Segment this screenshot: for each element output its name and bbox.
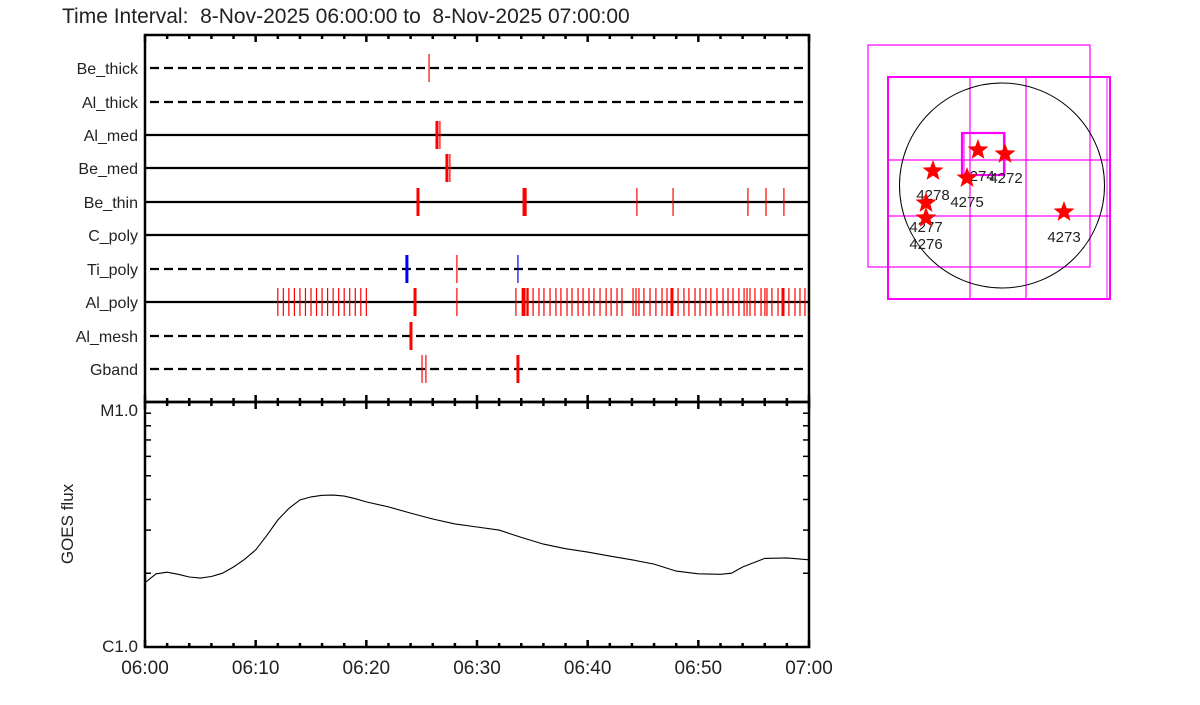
star-icon <box>967 139 989 159</box>
active-region-4277: 4277 <box>909 192 943 236</box>
row-label: Al_poly <box>86 295 138 312</box>
x-tick-label: 06:00 <box>121 658 169 679</box>
y-tick-label: C1.0 <box>102 637 138 656</box>
row-label: Be_thick <box>77 61 139 78</box>
goes-flux-panel: 06:00 06:10 06:20 06:30 06:40 06:50 07:00 M1.0 C… <box>58 400 833 679</box>
star-icon <box>922 160 944 180</box>
region-label: 4275 <box>950 194 983 211</box>
row-label: Ti_poly <box>87 262 138 279</box>
row-ti_poly: Ti_poly <box>87 255 809 283</box>
row-label: Gband <box>90 362 138 379</box>
row-label: Be_med <box>78 161 138 178</box>
star-icon <box>1053 201 1075 221</box>
time-interval-title: Time Interval: 8-Nov-2025 06:00:00 to 8-… <box>62 5 630 28</box>
timeline-frame <box>143 33 811 404</box>
region-label: 4277 <box>909 219 942 236</box>
y-tick-label: M1.0 <box>100 401 138 420</box>
star-icon <box>994 143 1016 163</box>
active-region-4275: 4275 <box>950 167 984 211</box>
row-label: Al_thick <box>82 95 139 112</box>
x-tick-label: 06:10 <box>232 658 280 679</box>
fov-grid-box <box>887 76 1111 300</box>
x-tick-label: 06:40 <box>564 658 612 679</box>
row-label: Al_mesh <box>76 329 138 346</box>
region-label: 4272 <box>989 170 1022 187</box>
fov-box-outer <box>867 44 1091 268</box>
row-label: Be_thin <box>84 195 138 212</box>
row-be_thick: Be_thick <box>77 54 809 82</box>
x-tick-label: 07:00 <box>785 658 833 679</box>
star-icon <box>915 207 937 227</box>
region-label: 4276 <box>909 236 942 253</box>
y-axis-label: GOES flux <box>58 483 77 564</box>
x-tick-label: 06:30 <box>453 658 501 679</box>
row-label: Al_med <box>84 128 138 145</box>
row-label: C_poly <box>88 228 138 245</box>
star-icon <box>956 167 978 187</box>
star-icon <box>915 192 937 212</box>
row-be_thin: Be_thin <box>84 188 809 216</box>
row-c_poly: C_poly <box>88 228 809 245</box>
row-gband: Gband <box>90 355 809 383</box>
row-al_med: Al_med <box>84 121 809 149</box>
active-region-4276: 4276 <box>909 207 943 253</box>
row-al_mesh: Al_mesh <box>76 322 809 350</box>
x-tick-label: 06:20 <box>343 658 391 679</box>
active-region-4272: 4272 <box>989 143 1023 187</box>
region-label: 4273 <box>1047 229 1080 246</box>
row-be_med: Be_med <box>78 154 809 182</box>
solar-limb <box>899 82 1105 289</box>
goes-flux-curve <box>144 494 810 584</box>
x-tick-label: 06:50 <box>675 658 723 679</box>
goes-frame <box>143 400 811 649</box>
active-region-4273: 4273 <box>1047 201 1081 246</box>
row-al_thick: Al_thick <box>82 95 809 112</box>
filter-timeline-panel: Be_thick Al_thick Al_med Be_med Be_thin C_pol… <box>76 33 811 404</box>
active-region-4278: 4278 <box>916 160 950 204</box>
row-al_poly: Al_poly <box>86 288 809 316</box>
